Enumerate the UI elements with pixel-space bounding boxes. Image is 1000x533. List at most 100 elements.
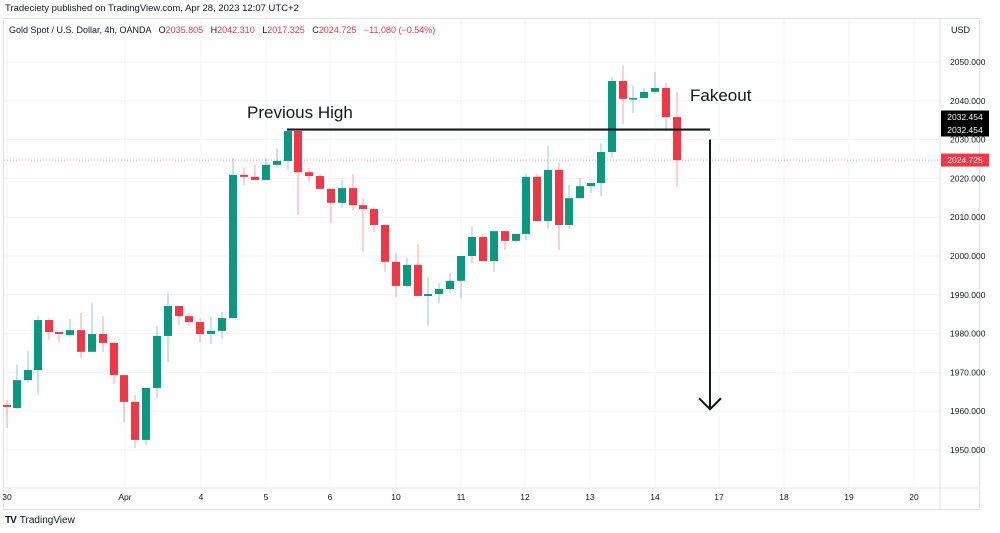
down-arrow-icon[interactable] <box>698 139 722 411</box>
bearish-candle <box>196 318 204 343</box>
bullish-candle <box>608 77 616 158</box>
y-tick-label: 1960.000 <box>950 406 986 416</box>
bearish-candle <box>305 167 313 182</box>
bullish-candle <box>34 316 42 395</box>
y-tick-label: 2040.000 <box>950 96 986 106</box>
bullish-candle <box>565 184 573 229</box>
bearish-candle <box>131 394 139 449</box>
close-value: 2024.725 <box>318 25 357 35</box>
bullish-candle <box>512 233 520 243</box>
bearish-candle <box>555 162 563 251</box>
price-tag-last-price: 2024.725 <box>941 153 989 167</box>
bullish-candle <box>88 302 96 352</box>
x-tick-label: 10 <box>391 492 401 502</box>
high-value: 2042.310 <box>217 25 255 35</box>
y-tick-label: 2050.000 <box>950 57 986 67</box>
bullish-candle <box>13 364 21 409</box>
bullish-candle <box>338 179 346 208</box>
bullish-candle <box>587 183 595 194</box>
bullish-candle <box>576 178 584 199</box>
bearish-candle <box>533 174 541 222</box>
price-tags: 2032.454 2032.454 2024.725 <box>941 110 989 167</box>
symbol-legend: Gold Spot / U.S. Dollar, 4h, OANDA O2035… <box>9 25 435 35</box>
x-tick-label: 6 <box>328 492 333 502</box>
bearish-candle <box>673 91 681 187</box>
bearish-candle <box>3 399 11 428</box>
bullish-candle <box>164 292 172 362</box>
bullish-candle <box>273 148 281 168</box>
bearish-candle <box>251 164 259 180</box>
bullish-candle <box>284 129 292 170</box>
price-tag-previous-high-2: 2032.454 <box>941 123 989 137</box>
y-axis: 1950.000 1960.000 1970.000 1980.000 1990.000… <box>950 57 986 455</box>
svg-text:2032.454: 2032.454 <box>947 112 983 122</box>
chart-frame <box>3 18 980 510</box>
bullish-candle <box>262 157 270 180</box>
bearish-candle <box>175 306 183 326</box>
bullish-candle <box>446 273 454 293</box>
bearish-candle <box>359 198 367 253</box>
bullish-candle <box>435 283 443 303</box>
bearish-candle <box>77 313 85 359</box>
bullish-candle <box>66 318 74 338</box>
x-tick-label: 13 <box>585 492 595 502</box>
bearish-candle <box>501 231 509 251</box>
x-tick-label: 20 <box>909 492 919 502</box>
drawings <box>287 128 722 411</box>
grid-lines <box>4 19 980 509</box>
x-axis: 30 Apr 4 5 6 10 11 12 13 14 17 18 19 20 <box>2 492 919 502</box>
bullish-candle <box>629 86 637 113</box>
tradingview-logo-icon: TV <box>5 515 17 526</box>
high-label: H <box>210 25 218 35</box>
open-label: O <box>158 25 166 35</box>
bullish-candle <box>640 87 648 99</box>
previous-high-annotation: Previous High <box>247 103 353 122</box>
bullish-candle <box>207 316 215 345</box>
bullish-candle <box>544 145 552 229</box>
y-tick-label: 1950.000 <box>950 445 986 455</box>
bearish-candle <box>99 316 107 352</box>
change-value: −11.080 (−0.54%) <box>363 25 436 35</box>
bullish-candle <box>153 325 161 399</box>
bullish-candle <box>218 311 226 340</box>
bearish-candle <box>327 188 335 224</box>
bullish-candle <box>229 157 237 319</box>
low-value: 2017.325 <box>267 25 305 35</box>
x-tick-label: 4 <box>199 492 204 502</box>
y-tick-label: 2030.000 <box>950 135 986 145</box>
candles <box>3 65 681 449</box>
x-tick-label: 12 <box>520 492 530 502</box>
bearish-candle <box>479 233 487 262</box>
bullish-candle <box>468 226 476 263</box>
bearish-candle <box>294 129 302 215</box>
y-tick-label: 1990.000 <box>950 290 986 300</box>
footer: TV TradingView <box>5 515 75 526</box>
y-tick-label: 2020.000 <box>950 173 986 183</box>
y-tick-label: 1980.000 <box>950 329 986 339</box>
bearish-candle <box>185 313 193 326</box>
publisher-line: Tradeciety published on TradingView.com,… <box>5 3 299 14</box>
fakeout-annotation: Fakeout <box>690 86 752 105</box>
bullish-candle <box>651 72 659 94</box>
x-tick-label: 5 <box>264 492 269 502</box>
bearish-candle <box>240 167 248 185</box>
x-tick-label: 11 <box>457 492 466 502</box>
x-tick-label: 30 <box>2 492 12 502</box>
open-value: 2035.805 <box>165 25 204 35</box>
bearish-candle <box>414 243 422 296</box>
bullish-candle <box>403 257 411 288</box>
bearish-candle <box>370 207 378 232</box>
svg-text:2024.725: 2024.725 <box>947 155 983 165</box>
brand-name: TradingView <box>19 515 75 526</box>
x-tick-label: 19 <box>844 492 854 502</box>
bearish-candle <box>45 318 53 340</box>
bearish-candle <box>619 65 627 125</box>
bearish-candle <box>662 82 670 132</box>
bullish-candle <box>522 172 530 241</box>
bearish-candle <box>55 332 63 343</box>
bearish-candle <box>110 342 118 385</box>
y-tick-label: 1970.000 <box>950 367 986 377</box>
x-tick-label: Apr <box>118 492 131 502</box>
x-tick-label: 14 <box>650 492 660 502</box>
